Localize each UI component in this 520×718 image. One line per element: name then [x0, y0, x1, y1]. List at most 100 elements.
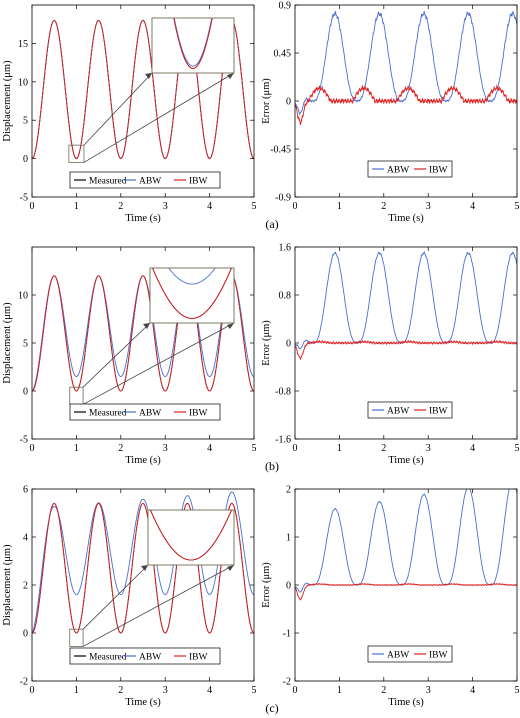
plot-area [32, 19, 254, 160]
legend-box [367, 160, 453, 178]
y-tick-label: 0 [23, 629, 28, 640]
axes-frame [31, 4, 255, 198]
legend-label-ibw: IBW [189, 177, 208, 187]
y-tick-label: 5 [23, 339, 28, 350]
axes-frame [294, 488, 518, 682]
x-tick-label: 3 [426, 201, 431, 212]
zoom-inset-box [149, 267, 235, 324]
y-axis-label: Displacement (μm) [2, 302, 13, 384]
legend-box [69, 647, 221, 665]
series-ibw-line [32, 19, 254, 160]
y-tick-label: -2 [283, 677, 291, 688]
plot-area [295, 250, 517, 361]
panel-label-c: (c) [265, 701, 278, 715]
x-tick-label: 0 [30, 443, 35, 454]
panel-label-b: (b) [265, 459, 279, 473]
y-tick-label: 0 [286, 581, 291, 592]
legend-box [69, 403, 221, 421]
inset-series-ibw-line [152, 268, 232, 319]
series-ibw-line [32, 502, 254, 634]
inset-series-abw-line [148, 441, 234, 480]
y-tick-label: 0.45 [274, 49, 292, 60]
zoom-source-box [69, 386, 84, 405]
x-tick-label: 4 [207, 685, 212, 696]
x-tick-label: 4 [470, 201, 475, 212]
zoom-arrow [82, 322, 235, 405]
series-abw-line [32, 491, 254, 634]
legend-label-abw: ABW [139, 177, 161, 187]
zoom-arrow [82, 564, 235, 647]
panel-label-a: (a) [265, 217, 278, 231]
y-tick-label: 2 [23, 581, 28, 592]
x-tick-label: 3 [163, 443, 168, 454]
x-tick-label: 1 [337, 685, 342, 696]
legend-box [69, 171, 221, 189]
legend-label-measured: Measured [89, 653, 127, 663]
zoom-inset-box [147, 509, 235, 566]
y-tick-label: 0 [23, 154, 28, 165]
zoom-arrowhead [145, 73, 152, 79]
x-tick-label: 5 [252, 685, 257, 696]
y-tick-label: 0.9 [279, 1, 292, 12]
series-ibw-line [32, 275, 254, 392]
legend-label-ibw: IBW [429, 651, 448, 661]
axes-frame [294, 4, 518, 198]
legend-label-abw: ABW [387, 651, 409, 661]
x-tick-label: 0 [30, 201, 35, 212]
x-tick-label: 1 [74, 685, 79, 696]
series-abw-line [295, 489, 517, 593]
y-tick-label: 0 [286, 97, 291, 108]
legend-label-abw: ABW [139, 409, 161, 419]
x-tick-label: 4 [207, 201, 212, 212]
x-tick-label: 0 [293, 443, 298, 454]
y-tick-label: -2 [20, 677, 28, 688]
legend-label-measured: Measured [89, 409, 127, 419]
zoom-arrowhead [227, 73, 234, 79]
inset-plot [148, 441, 234, 561]
series-abw-line [295, 10, 517, 116]
y-axis-label: Displacement (μm) [2, 60, 13, 142]
y-tick-label: -0.9 [275, 193, 291, 204]
x-tick-label: 3 [426, 685, 431, 696]
inset-plot [173, 18, 213, 69]
legend-box [367, 645, 453, 663]
y-tick-label: 4 [23, 533, 28, 544]
y-axis-label: Error (μm) [261, 562, 272, 608]
y-tick-label: 0 [23, 387, 28, 398]
x-tick-label: 1 [337, 443, 342, 454]
x-tick-label: 5 [252, 443, 257, 454]
legend-label-ibw: IBW [189, 409, 208, 419]
x-axis-label: Time (s) [125, 455, 161, 466]
y-axis-label: Displacement (μm) [2, 544, 13, 626]
x-tick-label: 2 [118, 201, 123, 212]
y-axis-label: Error (μm) [261, 320, 272, 366]
inset-series-ibw-line [173, 18, 213, 69]
y-tick-label: -1 [283, 629, 291, 640]
x-axis-label: Time (s) [125, 213, 161, 224]
x-tick-label: 0 [293, 685, 298, 696]
x-tick-label: 2 [118, 685, 123, 696]
y-tick-label: 10 [18, 291, 28, 302]
y-tick-label: 5 [23, 116, 28, 127]
inset-series-ibw-line [149, 510, 233, 561]
legend-label-ibw: IBW [429, 166, 448, 176]
x-tick-label: 3 [163, 685, 168, 696]
legend-label-abw: ABW [387, 166, 409, 176]
zoom-arrow [82, 564, 149, 630]
y-tick-label: 15 [18, 39, 28, 50]
x-tick-label: 2 [118, 443, 123, 454]
y-tick-label: -0.8 [275, 387, 291, 398]
x-tick-label: 4 [470, 443, 475, 454]
axes-frame [294, 246, 518, 440]
axes-frame [31, 488, 255, 682]
legend-label-measured: Measured [89, 177, 127, 187]
x-tick-label: 2 [381, 685, 386, 696]
x-tick-label: 0 [293, 201, 298, 212]
zoom-source-box [69, 628, 84, 647]
legend-label-ibw: IBW [189, 653, 208, 663]
zoom-inset-box [151, 17, 235, 74]
